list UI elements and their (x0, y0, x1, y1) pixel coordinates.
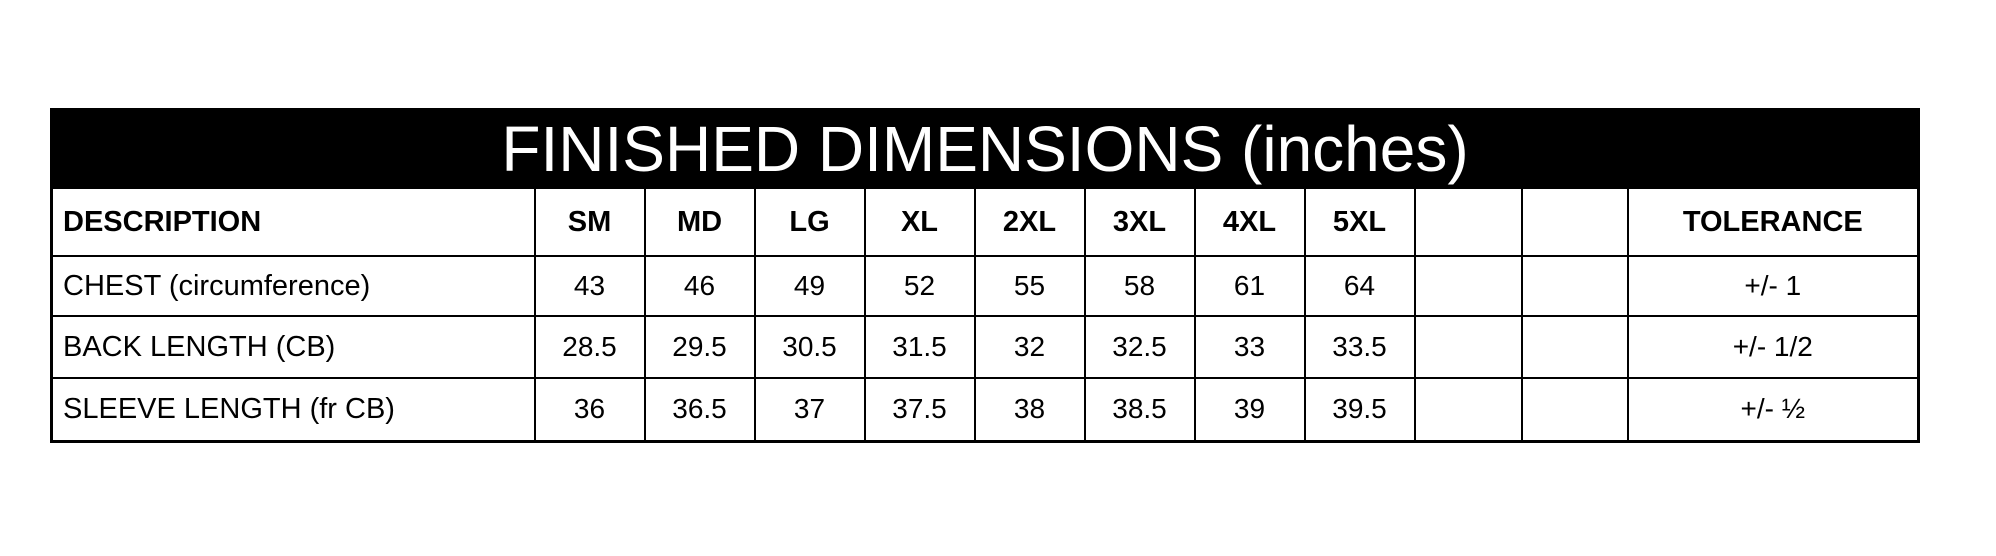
header-cell-2xl: 2XL (973, 187, 1086, 257)
row-label-chest: CHEST (circumference) (50, 255, 536, 317)
header-cell-3xl: 3XL (1083, 187, 1196, 257)
size-chart-table: FINISHED DIMENSIONS (inches) DESCRIPTION… (50, 108, 1921, 443)
title-row: FINISHED DIMENSIONS (inches) (50, 108, 1920, 189)
table-title: FINISHED DIMENSIONS (inches) (50, 108, 1920, 189)
table-row-chest: CHEST (circumference) 43 46 49 52 55 58 … (50, 255, 1920, 317)
back-xl: 31.5 (863, 315, 976, 379)
sleeve-4xl: 39 (1193, 377, 1306, 442)
table-row-sleeve-length: SLEEVE LENGTH (fr CB) 36 36.5 37 37.5 38… (50, 377, 1920, 442)
row-label-back-length: BACK LENGTH (CB) (50, 315, 536, 379)
sleeve-tolerance: +/- ½ (1626, 377, 1920, 442)
back-3xl: 32.5 (1083, 315, 1196, 379)
table-row-back-length: BACK LENGTH (CB) 28.5 29.5 30.5 31.5 32 … (50, 315, 1920, 379)
sleeve-2xl: 38 (973, 377, 1086, 442)
back-2xl: 32 (973, 315, 1086, 379)
chest-5xl: 64 (1303, 255, 1416, 317)
back-sm: 28.5 (533, 315, 646, 379)
sleeve-5xl: 39.5 (1303, 377, 1416, 442)
chest-lg: 49 (753, 255, 866, 317)
header-cell-lg: LG (753, 187, 866, 257)
header-row: DESCRIPTION SM MD LG XL 2XL 3XL 4XL 5XL … (50, 187, 1920, 257)
sleeve-sm: 36 (533, 377, 646, 442)
back-blank-1 (1413, 315, 1523, 379)
sleeve-md: 36.5 (643, 377, 756, 442)
header-cell-5xl: 5XL (1303, 187, 1416, 257)
chest-blank-2 (1520, 255, 1629, 317)
header-cell-description: DESCRIPTION (50, 187, 536, 257)
chest-md: 46 (643, 255, 756, 317)
back-4xl: 33 (1193, 315, 1306, 379)
header-cell-blank-2 (1520, 187, 1629, 257)
chest-2xl: 55 (973, 255, 1086, 317)
sleeve-xl: 37.5 (863, 377, 976, 442)
back-md: 29.5 (643, 315, 756, 379)
sleeve-3xl: 38.5 (1083, 377, 1196, 442)
row-label-sleeve-length: SLEEVE LENGTH (fr CB) (50, 377, 536, 442)
chest-3xl: 58 (1083, 255, 1196, 317)
header-cell-md: MD (643, 187, 756, 257)
header-cell-4xl: 4XL (1193, 187, 1306, 257)
chest-4xl: 61 (1193, 255, 1306, 317)
header-cell-xl: XL (863, 187, 976, 257)
chest-xl: 52 (863, 255, 976, 317)
chest-tolerance: +/- 1 (1626, 255, 1920, 317)
chest-sm: 43 (533, 255, 646, 317)
header-cell-sm: SM (533, 187, 646, 257)
back-5xl: 33.5 (1303, 315, 1416, 379)
chest-blank-1 (1413, 255, 1523, 317)
sleeve-blank-1 (1413, 377, 1523, 442)
sleeve-blank-2 (1520, 377, 1629, 442)
header-cell-tolerance: TOLERANCE (1626, 187, 1920, 257)
back-tolerance: +/- 1/2 (1626, 315, 1920, 379)
back-lg: 30.5 (753, 315, 866, 379)
sleeve-lg: 37 (753, 377, 866, 442)
back-blank-2 (1520, 315, 1629, 379)
header-cell-blank-1 (1413, 187, 1523, 257)
